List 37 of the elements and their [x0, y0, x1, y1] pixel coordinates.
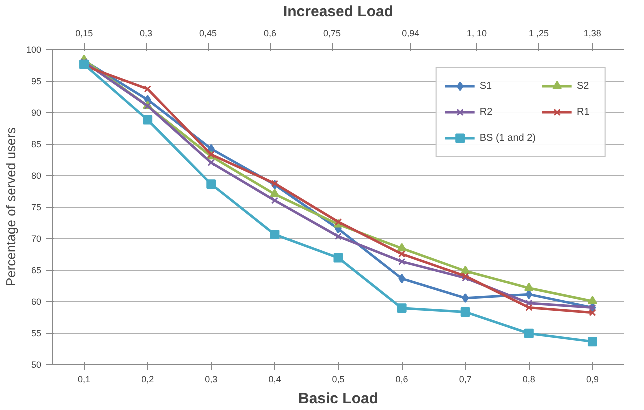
x-tick-label: 0,6	[396, 374, 408, 384]
x-tick-label: 0,4	[268, 374, 282, 384]
y-tick-label: 75	[31, 202, 42, 212]
legend-label: BS (1 and 2)	[480, 132, 536, 144]
x-tick-label: 0,1	[78, 374, 91, 384]
y-tick-label: 70	[31, 234, 42, 244]
x-tick-label: 0,9	[586, 374, 599, 384]
y-tick-label: 100	[26, 45, 42, 55]
x2-tick-label: 0,15	[76, 28, 94, 38]
legend-label: R1	[577, 106, 591, 118]
x2-tick-label: 1 ,25	[528, 28, 549, 38]
legend-label: S1	[480, 80, 494, 92]
y-tick-label: 95	[31, 76, 42, 86]
x-tick-label: 0,3	[205, 374, 218, 384]
y-tick-label: 55	[31, 328, 42, 338]
y-tick-label: 60	[31, 297, 42, 307]
x-tick-label: 0,5	[332, 374, 345, 384]
y-tick-label: 90	[31, 108, 42, 118]
y-tick-label: 85	[31, 140, 42, 150]
legend-label: R2	[480, 106, 494, 118]
y-tick-label: 65	[31, 266, 42, 276]
x2-tick-label: 0,94	[402, 28, 420, 38]
x2-tick-label: 1,38	[584, 28, 602, 38]
x2-axis-title: Increased Load	[283, 4, 394, 20]
x2-tick-label: 0,6	[264, 28, 277, 38]
x2-tick-label: 1, 10	[466, 28, 487, 38]
x-tick-label: 0,7	[459, 374, 472, 384]
x-tick-label: 0,2	[142, 374, 154, 384]
y-tick-label: 50	[31, 360, 42, 370]
x2-tick-label: 0,75	[324, 28, 342, 38]
x2-tick-label: 0,3	[140, 28, 153, 38]
y-tick-label: 80	[31, 171, 42, 181]
x-axis-title: Basic Load	[298, 390, 379, 408]
legend-label: S2	[577, 80, 590, 92]
x-tick-label: 0,8	[522, 374, 536, 384]
x2-tick-label: 0,45	[200, 28, 218, 38]
y-axis-title: Percentage of served users	[3, 127, 18, 286]
